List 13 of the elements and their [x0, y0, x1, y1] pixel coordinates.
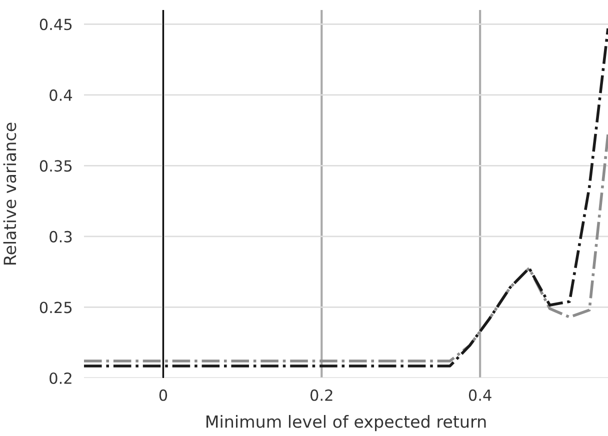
y-tick-label: 0.2 — [50, 372, 72, 384]
y-tick-label: 0.3 — [50, 230, 72, 242]
x-tick-label: 0.2 — [310, 389, 332, 401]
x-tick-label: 0.4 — [468, 389, 492, 401]
line-series — [84, 133, 608, 362]
y-axis-title: Relative variance — [3, 122, 16, 264]
line-series — [84, 27, 608, 368]
x-tick-label: 0 — [159, 389, 168, 401]
y-tick-label: 0.45 — [40, 18, 72, 30]
x-axis-title: Minimum level of expected return — [206, 415, 486, 432]
y-tick-label: 0.35 — [40, 160, 72, 172]
y-tick-label: 0.25 — [40, 302, 72, 314]
y-tick-label: 0.4 — [50, 89, 72, 101]
